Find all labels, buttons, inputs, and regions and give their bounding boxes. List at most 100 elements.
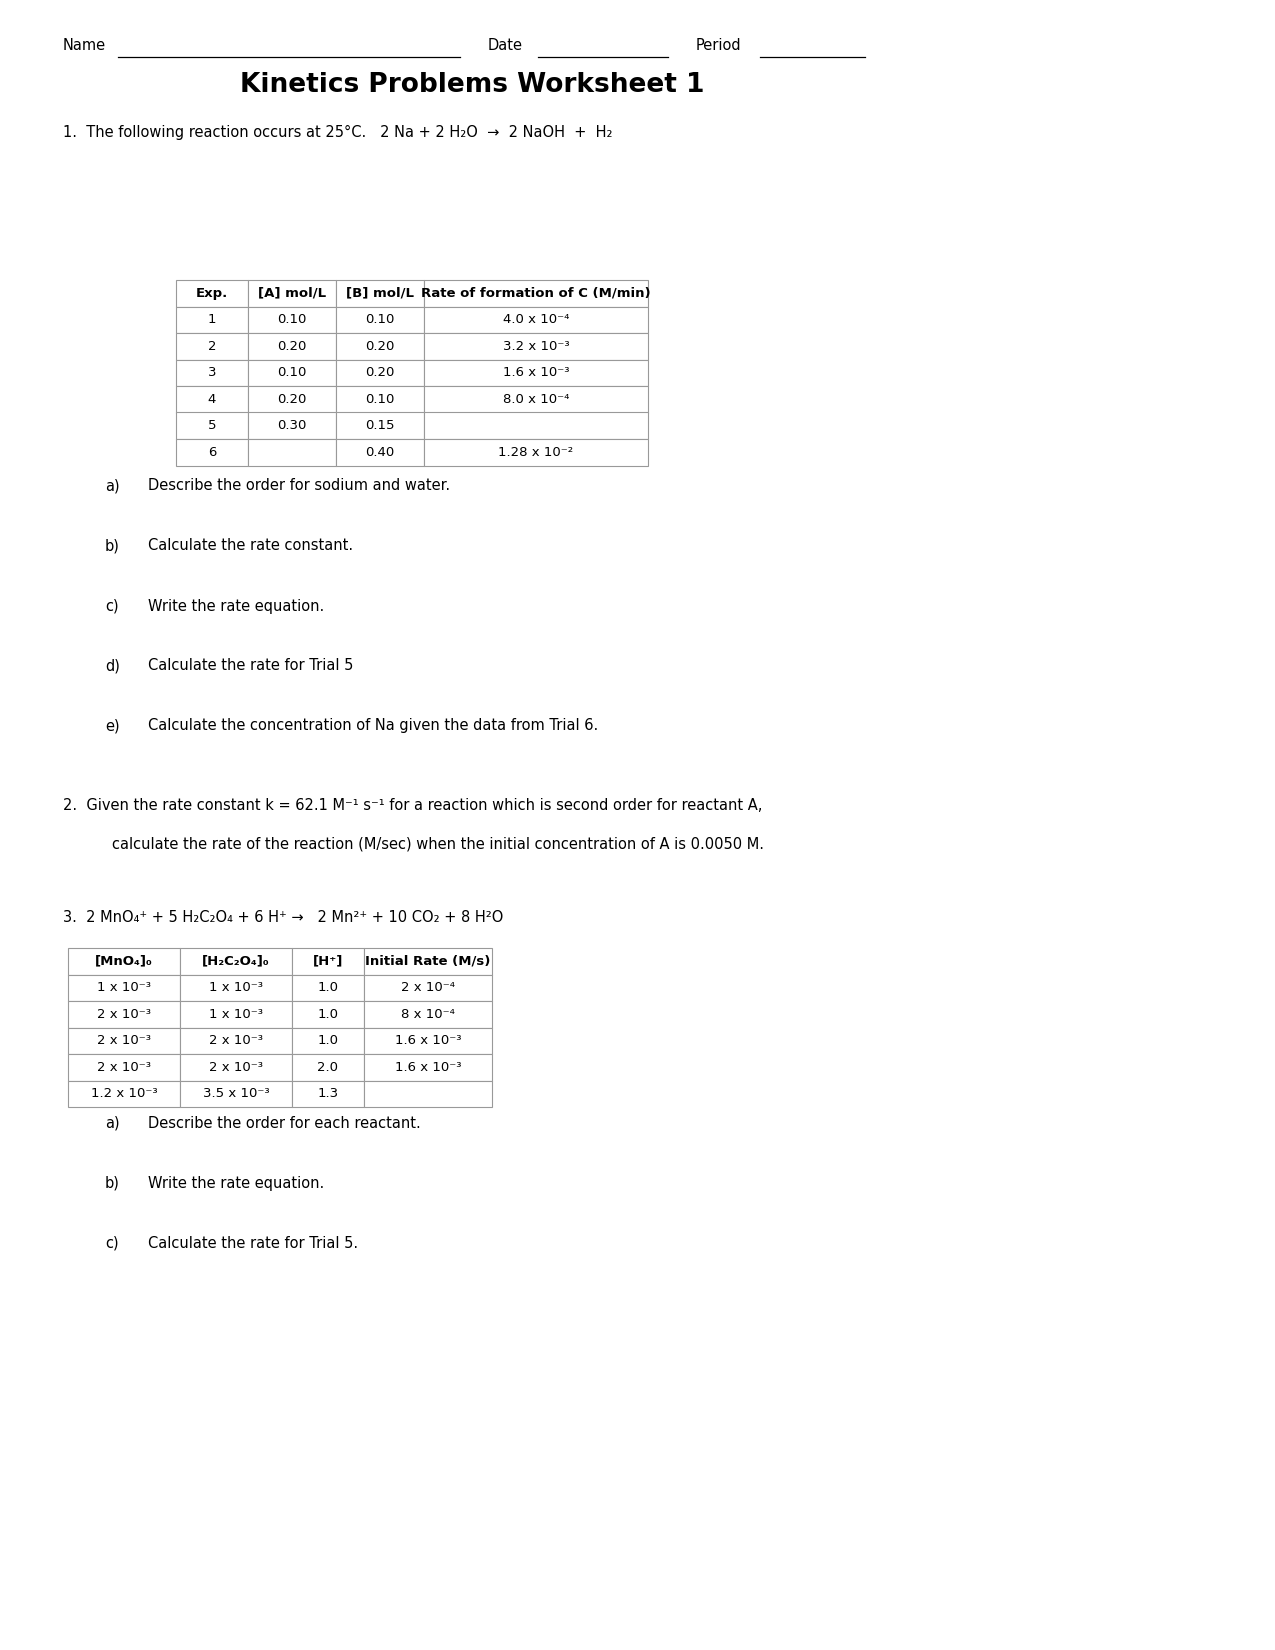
Bar <box>176 307 249 333</box>
Bar <box>68 949 180 975</box>
Text: Calculate the rate for Trial 5.: Calculate the rate for Trial 5. <box>148 1236 358 1251</box>
Text: Exp.: Exp. <box>196 287 228 300</box>
Text: 1 x 10⁻³: 1 x 10⁻³ <box>209 1008 263 1021</box>
Bar <box>176 386 249 412</box>
Bar <box>68 1081 180 1107</box>
Text: [B] mol/L: [B] mol/L <box>346 287 414 300</box>
Bar <box>249 307 337 333</box>
Text: 2 x 10⁻³: 2 x 10⁻³ <box>97 1008 150 1021</box>
Text: 1.28 x 10⁻²: 1.28 x 10⁻² <box>499 446 574 459</box>
Text: Describe the order for sodium and water.: Describe the order for sodium and water. <box>148 478 450 493</box>
Text: 2.0: 2.0 <box>317 1061 338 1074</box>
Text: d): d) <box>105 658 120 673</box>
Bar <box>68 975 180 1002</box>
Text: c): c) <box>105 1236 119 1251</box>
Text: b): b) <box>105 538 120 553</box>
Bar <box>425 333 648 360</box>
Bar <box>292 1002 363 1028</box>
Text: 1.  The following reaction occurs at 25°C.   2 Na + 2 H₂O  →  2 NaOH  +  H₂: 1. The following reaction occurs at 25°C… <box>62 125 612 140</box>
Bar <box>337 412 425 439</box>
Text: 3.2 x 10⁻³: 3.2 x 10⁻³ <box>502 340 570 353</box>
Bar <box>363 1081 492 1107</box>
Text: 2 x 10⁻³: 2 x 10⁻³ <box>209 1035 263 1048</box>
Text: Rate of formation of C (M/min): Rate of formation of C (M/min) <box>421 287 650 300</box>
Text: Initial Rate (M/s): Initial Rate (M/s) <box>366 955 491 969</box>
Text: [A] mol/L: [A] mol/L <box>258 287 326 300</box>
Bar <box>363 1002 492 1028</box>
Text: 5: 5 <box>208 419 217 432</box>
Text: 1 x 10⁻³: 1 x 10⁻³ <box>209 982 263 995</box>
Bar <box>292 1081 363 1107</box>
Bar <box>176 333 249 360</box>
Text: 0.10: 0.10 <box>366 314 395 327</box>
Text: 1.0: 1.0 <box>317 982 338 995</box>
Bar <box>425 412 648 439</box>
Bar <box>249 360 337 386</box>
Text: 0.10: 0.10 <box>366 393 395 406</box>
Bar <box>180 1028 292 1054</box>
Text: 2.  Given the rate constant k = 62.1 M⁻¹ s⁻¹ for a reaction which is second orde: 2. Given the rate constant k = 62.1 M⁻¹ … <box>62 799 762 813</box>
Text: 2 x 10⁻³: 2 x 10⁻³ <box>209 1061 263 1074</box>
Text: Calculate the rate for Trial 5: Calculate the rate for Trial 5 <box>148 658 353 673</box>
Text: 1: 1 <box>208 314 217 327</box>
Text: 0.20: 0.20 <box>278 393 307 406</box>
Bar <box>180 1054 292 1081</box>
Bar <box>425 360 648 386</box>
Text: a): a) <box>105 478 120 493</box>
Bar <box>176 280 249 307</box>
Bar <box>425 386 648 412</box>
Bar <box>337 386 425 412</box>
Bar <box>249 439 337 465</box>
Bar <box>337 280 425 307</box>
Bar <box>292 1028 363 1054</box>
Bar <box>292 1054 363 1081</box>
Text: 0.30: 0.30 <box>278 419 307 432</box>
Bar <box>68 1002 180 1028</box>
Bar <box>249 333 337 360</box>
Bar <box>425 307 648 333</box>
Text: [MnO₄]₀: [MnO₄]₀ <box>96 955 153 969</box>
Bar <box>249 412 337 439</box>
Text: 4: 4 <box>208 393 217 406</box>
Text: 6: 6 <box>208 446 217 459</box>
Text: 0.10: 0.10 <box>278 366 307 380</box>
Bar <box>68 1054 180 1081</box>
Text: [H₂C₂O₄]₀: [H₂C₂O₄]₀ <box>203 955 270 969</box>
Text: 0.10: 0.10 <box>278 314 307 327</box>
Text: b): b) <box>105 1176 120 1191</box>
Bar <box>68 1028 180 1054</box>
Text: 0.20: 0.20 <box>366 366 395 380</box>
Bar <box>176 439 249 465</box>
Text: Calculate the concentration of Na given the data from Trial 6.: Calculate the concentration of Na given … <box>148 718 598 734</box>
Bar <box>363 949 492 975</box>
Bar <box>363 975 492 1002</box>
Text: e): e) <box>105 718 120 734</box>
Bar <box>337 439 425 465</box>
Text: 2 x 10⁻⁴: 2 x 10⁻⁴ <box>402 982 455 995</box>
Text: 1 x 10⁻³: 1 x 10⁻³ <box>97 982 150 995</box>
Text: 3: 3 <box>208 366 217 380</box>
Bar <box>180 1081 292 1107</box>
Bar <box>337 333 425 360</box>
Text: 0.15: 0.15 <box>365 419 395 432</box>
Bar <box>337 307 425 333</box>
Bar <box>176 360 249 386</box>
Text: 0.20: 0.20 <box>366 340 395 353</box>
Text: Period: Period <box>696 38 742 53</box>
Text: [H⁺]: [H⁺] <box>312 955 343 969</box>
Text: Write the rate equation.: Write the rate equation. <box>148 1176 324 1191</box>
Bar <box>292 949 363 975</box>
Text: 1.6 x 10⁻³: 1.6 x 10⁻³ <box>395 1061 462 1074</box>
Text: 8 x 10⁻⁴: 8 x 10⁻⁴ <box>402 1008 455 1021</box>
Text: 1.0: 1.0 <box>317 1008 338 1021</box>
Text: 4.0 x 10⁻⁴: 4.0 x 10⁻⁴ <box>502 314 569 327</box>
Text: 8.0 x 10⁻⁴: 8.0 x 10⁻⁴ <box>502 393 569 406</box>
Text: Calculate the rate constant.: Calculate the rate constant. <box>148 538 353 553</box>
Text: 1.6 x 10⁻³: 1.6 x 10⁻³ <box>395 1035 462 1048</box>
Bar <box>180 975 292 1002</box>
Text: 1.2 x 10⁻³: 1.2 x 10⁻³ <box>91 1087 157 1101</box>
Text: 0.20: 0.20 <box>278 340 307 353</box>
Text: 1.0: 1.0 <box>317 1035 338 1048</box>
Bar <box>337 360 425 386</box>
Text: Write the rate equation.: Write the rate equation. <box>148 599 324 614</box>
